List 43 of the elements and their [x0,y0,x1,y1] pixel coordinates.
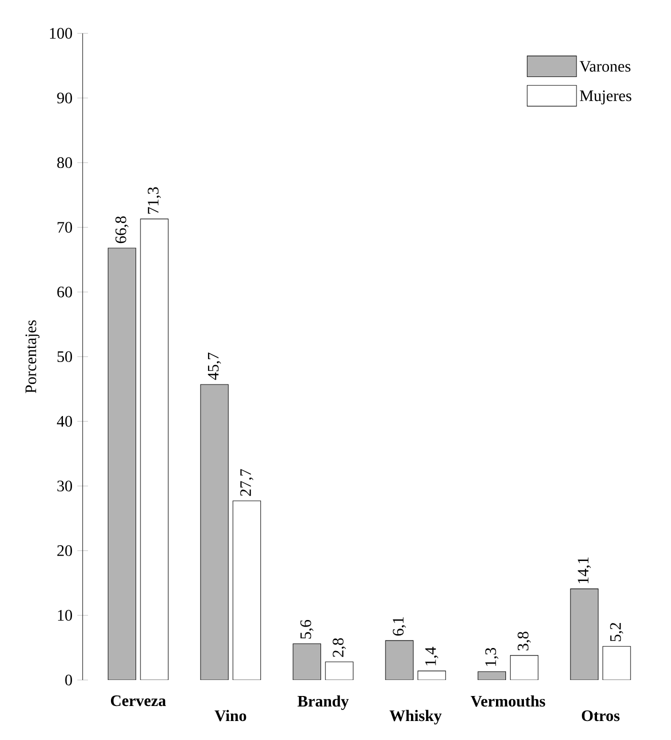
y-tick-label: 50 [58,351,72,362]
data-label: 27,7 [240,469,254,496]
bar [232,500,262,680]
bar [418,670,446,680]
bar [510,655,539,680]
bar [325,662,354,680]
y-tick-label: 40 [57,416,72,427]
x-tick-label: Whisky [390,710,442,724]
data-label: 5,6 [300,620,314,639]
y-tick-label: 20 [58,545,72,556]
y-tick-label: 70 [58,222,72,233]
x-tick-label: Brandy [298,695,349,710]
bar [385,640,414,680]
y-axis-title: Porcentajes [26,320,40,394]
data-label: 14,1 [578,558,592,584]
x-tick-label: Cerveza [111,695,166,706]
bar [602,646,631,680]
y-tick-label: 0 [65,674,72,686]
data-label: 1,4 [425,646,438,666]
x-tick-label: Vermouths [470,695,546,707]
data-label: 66,8 [116,216,129,244]
bar [292,644,322,680]
data-label: 6,1 [393,617,406,636]
data-label: 1,3 [485,648,499,666]
y-tick-label: 100 [50,28,72,39]
data-label: 2,8 [332,638,346,657]
data-label: 3,8 [518,632,531,650]
legend-label: Varones [580,61,631,72]
data-label: 45,7 [208,352,222,380]
y-tick-label: 80 [57,157,72,168]
bar [200,384,229,680]
legend-label: Mujeres [580,90,632,104]
data-label: 71,3 [148,187,162,214]
y-tick-label: 60 [57,286,72,298]
data-label: 5,2 [610,622,624,642]
x-tick-label: Otros [582,710,620,722]
bar [108,248,136,680]
y-tick-label: 30 [58,480,72,492]
y-tick-label: 10 [58,610,72,621]
bar [140,218,169,680]
x-tick-label: Vino [214,710,246,722]
y-tick-label: 90 [57,92,72,104]
bar [570,588,599,680]
